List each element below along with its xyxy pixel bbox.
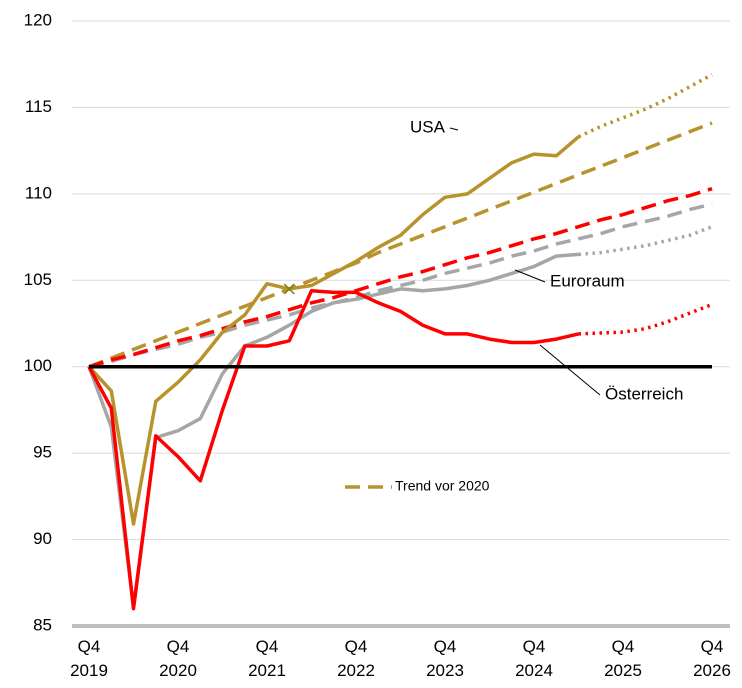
x-tick-label: Q4 2021: [248, 637, 286, 680]
x-tick-label: Q4 2024: [515, 637, 553, 680]
legend-label: Trend vor 2020: [395, 478, 490, 494]
series-annotation: Österreich: [605, 384, 683, 403]
y-tick-label: 85: [33, 615, 52, 634]
line-series: [87, 135, 580, 526]
line-series: [578, 225, 713, 257]
x-tick-label: Q4 2026: [693, 637, 731, 680]
y-tick-label: 110: [25, 183, 52, 202]
legend: Trend vor 2020: [345, 478, 490, 494]
lines: [87, 73, 713, 611]
y-tick-label: 120: [24, 10, 52, 29]
grid: 85 90 95 100 105 110 115 120 Q4 2019 Q4 2020 Q4 2021 Q…: [24, 10, 731, 680]
x-tick-label: Q4 2019: [70, 637, 108, 680]
y-tick-label: 105: [24, 270, 52, 289]
y-tick-label: 115: [25, 97, 52, 116]
point-marker: [283, 283, 295, 295]
y-tick-label: 100: [24, 356, 52, 375]
line-series: [578, 302, 713, 336]
leader-line: [514, 269, 546, 283]
y-tick-label: 95: [33, 443, 52, 462]
line-series: [87, 288, 579, 611]
y-tick-label: 90: [33, 529, 52, 548]
line-series: [88, 121, 713, 369]
x-tick-label: Q4 2023: [426, 637, 464, 680]
line-series: [88, 202, 713, 369]
leader-line: [449, 127, 459, 131]
series-annotation: USA: [410, 117, 446, 136]
x-tick-label: Q4 2020: [159, 637, 197, 680]
line-series: [88, 187, 713, 369]
series-annotation: Euroraum: [550, 271, 625, 290]
leader-line: [539, 344, 601, 396]
x-tick-label: Q4 2025: [604, 637, 642, 680]
x-tick-label: Q4 2022: [337, 637, 375, 680]
line-series: [87, 252, 579, 609]
line-series: [577, 73, 713, 139]
